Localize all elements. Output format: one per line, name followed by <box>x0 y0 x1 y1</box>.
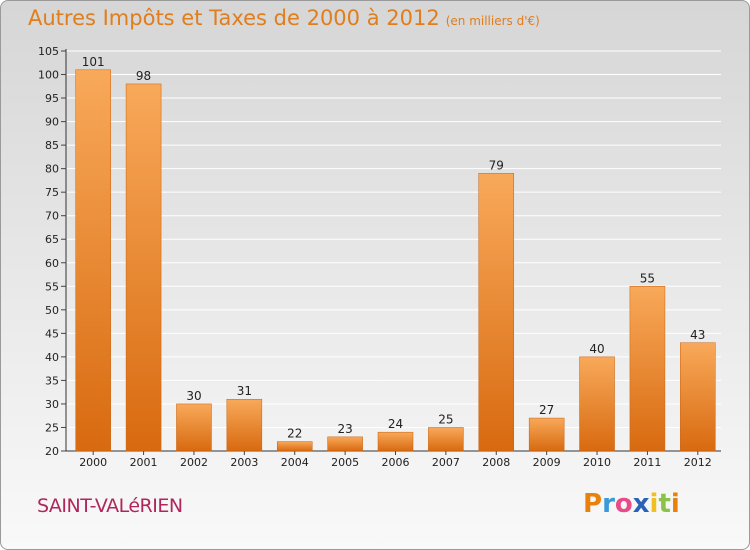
bar <box>226 398 263 452</box>
grid-layer <box>66 50 721 428</box>
x-tick-label: 2004 <box>281 456 309 469</box>
y-tick-label: 45 <box>45 327 59 340</box>
bar <box>176 403 212 452</box>
y-tick-label: 85 <box>45 139 59 152</box>
bar-value-label: 27 <box>539 403 554 417</box>
bar-value-label: 22 <box>287 427 302 441</box>
y-tick-label: 30 <box>45 398 59 411</box>
bar-value-label: 101 <box>82 55 105 69</box>
bar-value-label: 79 <box>489 158 504 172</box>
logo-letter: r <box>602 489 615 519</box>
y-tick-label: 105 <box>38 45 59 58</box>
y-tick-label: 80 <box>45 163 59 176</box>
y-tick-label: 60 <box>45 257 59 270</box>
x-tick-label: 2002 <box>180 456 208 469</box>
x-tick-label: 2005 <box>331 456 359 469</box>
y-tick-label: 20 <box>45 445 59 458</box>
y-tick-label: 65 <box>45 233 59 246</box>
logo-letter: o <box>614 489 633 519</box>
chart-title: Autres Impôts et Taxes de 2000 à 2012 (en… <box>28 6 540 30</box>
bar <box>377 431 414 452</box>
logo-letter: i <box>670 489 680 519</box>
bar-value-label: 30 <box>186 389 201 403</box>
y-tick-label: 95 <box>45 92 59 105</box>
y-tick-label: 55 <box>45 280 59 293</box>
bar <box>528 417 565 452</box>
bar <box>75 69 111 452</box>
bar-value-label: 24 <box>388 417 403 431</box>
bar-value-label: 23 <box>337 422 352 436</box>
logo-letter: t <box>658 489 671 519</box>
logo-letter: i <box>649 489 659 519</box>
y-tick-label: 70 <box>45 210 59 223</box>
bar <box>276 441 313 452</box>
bar-value-label: 25 <box>438 412 453 426</box>
x-tick-label: 2008 <box>482 456 510 469</box>
y-tick-label: 40 <box>45 351 59 364</box>
x-tick-label: 2010 <box>583 456 611 469</box>
bar-value-label: 31 <box>237 384 252 398</box>
chart-subtitle: (en milliers d'€) <box>445 14 540 28</box>
label-layer: 101 98 30 31 22 23 24 25 79 27 40 55 43 <box>82 55 706 441</box>
bar <box>579 356 615 452</box>
y-tick-label: 100 <box>38 69 59 82</box>
bar <box>428 427 464 452</box>
bar <box>125 83 162 452</box>
bar <box>478 173 515 452</box>
bar <box>629 286 666 452</box>
y-tick-label: 25 <box>45 421 59 434</box>
bar-layer <box>75 69 716 452</box>
bar-value-label: 43 <box>690 328 705 342</box>
bar-value-label: 55 <box>640 271 655 285</box>
x-tick-label: 2007 <box>432 456 460 469</box>
chart-title-text: Autres Impôts et Taxes de 2000 à 2012 <box>28 6 440 30</box>
proxiti-logo[interactable]: Proxiti <box>583 489 680 519</box>
y-tick-label: 50 <box>45 304 59 317</box>
bar <box>680 342 716 452</box>
x-tick-label: 2006 <box>382 456 410 469</box>
y-tick-label: 35 <box>45 374 59 387</box>
y-tick-label: 75 <box>45 186 59 199</box>
y-tick-label: 90 <box>45 116 59 129</box>
x-tick-label: 2012 <box>684 456 712 469</box>
x-tick-label: 2009 <box>533 456 561 469</box>
bar-value-label: 98 <box>136 69 151 83</box>
x-tick-label: 2011 <box>633 456 661 469</box>
town-name: SAINT-VALéRIEN <box>37 495 183 517</box>
x-tick-label: 2000 <box>79 456 107 469</box>
x-tick-label: 2003 <box>230 456 258 469</box>
bar <box>327 436 363 452</box>
axis-layer: 20 25 30 35 40 45 50 55 60 65 70 75 80 85 90 95 100 105 20… <box>38 45 721 469</box>
bar-value-label: 40 <box>589 342 604 356</box>
logo-letter: x <box>632 489 650 519</box>
logo-letter: P <box>583 489 603 519</box>
x-tick-label: 2001 <box>130 456 158 469</box>
